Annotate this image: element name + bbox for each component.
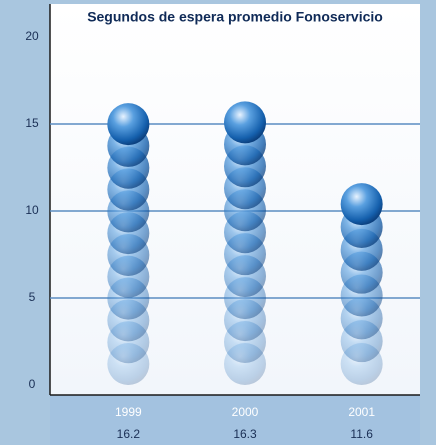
value-label: 16.3 (233, 427, 257, 441)
y-tick-label: 10 (25, 203, 39, 217)
category-band (50, 395, 420, 445)
y-tick-label: 0 (29, 377, 36, 391)
y-tick-label: 20 (25, 29, 39, 43)
x-tick-label: 1999 (115, 405, 142, 419)
sphere (340, 183, 383, 226)
sphere (224, 101, 266, 144)
x-tick-label: 2001 (348, 405, 375, 419)
value-label: 16.2 (117, 427, 141, 441)
bar (224, 101, 266, 385)
chart-title: Segundos de espera promedio Fonoservicio (87, 9, 383, 25)
x-tick-label: 2000 (232, 405, 259, 419)
y-tick-label: 15 (25, 116, 39, 130)
bar (107, 103, 150, 385)
bar (340, 183, 383, 385)
sphere (107, 103, 150, 146)
value-label: 11.6 (350, 427, 373, 441)
y-tick-label: 5 (29, 290, 36, 304)
